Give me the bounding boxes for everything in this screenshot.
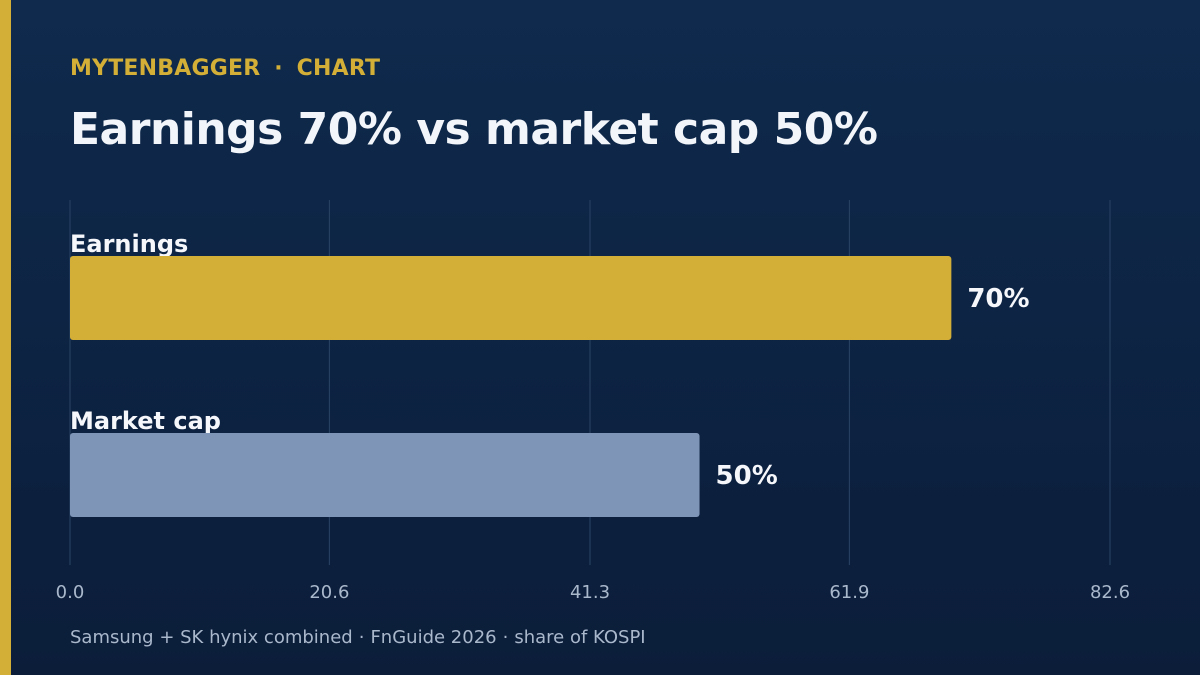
category-label: Earnings	[70, 230, 188, 258]
section-name: CHART	[296, 56, 381, 81]
footer-part-1: Samsung + SK hynix combined	[70, 627, 353, 648]
data-label: 70%	[967, 284, 1029, 314]
x-tick-label: 82.6	[1090, 582, 1130, 603]
eyebrow-separator: ·	[274, 56, 283, 81]
x-tick-label: 0.0	[56, 582, 85, 603]
x-tick-label: 61.9	[829, 582, 869, 603]
chart-title: Earnings 70% vs market cap 50%	[70, 104, 878, 155]
left-accent-bar	[0, 0, 11, 675]
bar	[70, 256, 952, 340]
footer-part-3: share of KOSPI	[514, 627, 646, 648]
eyebrow-label: MYTENBAGGER · CHART	[70, 56, 380, 81]
bar	[70, 433, 700, 517]
x-tick-label: 20.6	[309, 582, 349, 603]
source-footer: Samsung + SK hynix combined · FnGuide 2026…	[70, 627, 646, 648]
x-tick-label: 41.3	[570, 582, 610, 603]
data-label: 50%	[716, 461, 778, 491]
category-label: Market cap	[70, 407, 221, 435]
brand-name: MYTENBAGGER	[70, 56, 261, 81]
footer-part-2: FnGuide 2026	[370, 627, 497, 648]
footer-separator-2: ·	[502, 627, 509, 648]
footer-separator-1: ·	[358, 627, 365, 648]
